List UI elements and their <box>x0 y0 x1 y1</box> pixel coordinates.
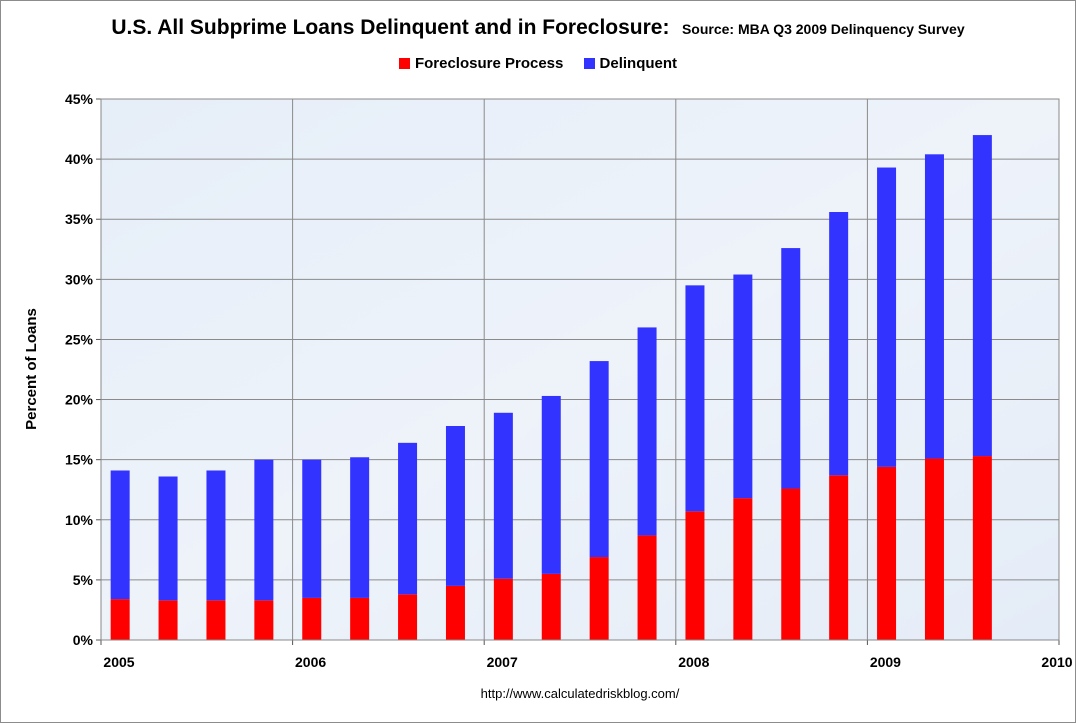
chart-subtitle: Source: MBA Q3 2009 Delinquency Survey <box>681 21 965 37</box>
bar-foreclosure <box>685 511 705 640</box>
bar-foreclosure <box>206 600 226 640</box>
legend-swatch-delinquent <box>583 57 595 69</box>
legend-item-delinquent: Delinquent <box>583 55 678 72</box>
bar-delinquent <box>781 248 801 489</box>
legend-item-foreclosure: Foreclosure Process <box>398 55 564 72</box>
bars <box>110 135 992 640</box>
bar-foreclosure <box>445 585 465 640</box>
y-tick-label: 45% <box>65 91 94 107</box>
bar-foreclosure <box>493 578 513 640</box>
bar-foreclosure <box>350 597 370 640</box>
bar-foreclosure <box>541 573 561 640</box>
legend-swatch-foreclosure <box>398 57 410 69</box>
y-tick-label: 20% <box>65 392 94 408</box>
x-tick-label: 2010 <box>1041 654 1072 670</box>
bar-foreclosure <box>589 557 609 640</box>
bar-delinquent <box>589 361 609 558</box>
bar-foreclosure <box>637 535 657 640</box>
y-tick-labels: 0% 5% 10% 15% 20% 25% 30% 35% 40% 45% <box>65 91 94 648</box>
y-tick-label: 40% <box>65 151 94 167</box>
bar-delinquent <box>829 212 849 476</box>
bar-foreclosure <box>158 600 178 640</box>
y-tick-label: 25% <box>65 331 94 347</box>
bar-foreclosure <box>972 456 992 640</box>
bar-delinquent <box>206 470 226 601</box>
y-tick-label: 15% <box>65 452 94 468</box>
bar-delinquent <box>733 274 753 499</box>
bar-delinquent <box>398 442 418 595</box>
y-tick-label: 0% <box>73 632 94 648</box>
bar-delinquent <box>541 395 561 574</box>
x-tick-label: 2007 <box>487 654 518 670</box>
bar-delinquent <box>972 135 992 457</box>
source-url: http://www.calculatedriskblog.com/ <box>480 686 680 701</box>
bar-foreclosure <box>398 594 418 640</box>
bar-foreclosure <box>110 599 130 640</box>
bar-delinquent <box>445 426 465 586</box>
bar-foreclosure <box>733 498 753 640</box>
bar-delinquent <box>254 459 274 601</box>
y-axis-label: Percent of Loans <box>23 308 40 430</box>
y-tick-label: 30% <box>65 271 94 287</box>
bar-delinquent <box>158 476 178 601</box>
chart-title-row: U.S. All Subprime Loans Delinquent and i… <box>0 16 1076 40</box>
x-tick-label: 2006 <box>295 654 326 670</box>
bar-foreclosure <box>924 458 944 640</box>
plot-border <box>100 98 1060 641</box>
bar-delinquent <box>877 167 897 467</box>
y-tick-label: 5% <box>73 572 94 588</box>
bar-foreclosure <box>829 475 849 640</box>
x-tick-label: 2005 <box>103 654 134 670</box>
bar-delinquent <box>302 459 322 598</box>
x-tick-labels: 2005 2006 2007 2008 2009 2010 <box>103 654 1072 670</box>
y-tick-label: 10% <box>65 512 94 528</box>
chart-legend: Foreclosure Process Delinquent <box>0 55 1076 72</box>
x-tick-label: 2008 <box>678 654 709 670</box>
bar-delinquent <box>493 412 513 579</box>
bar-foreclosure <box>254 600 274 640</box>
bar-delinquent <box>924 154 944 459</box>
bar-delinquent <box>110 470 130 600</box>
bar-delinquent <box>350 457 370 598</box>
plot-area <box>101 99 1059 640</box>
bar-delinquent <box>637 327 657 536</box>
y-tick-label: 35% <box>65 211 94 227</box>
chart-title: U.S. All Subprime Loans Delinquent and i… <box>111 16 670 39</box>
x-tick-label: 2009 <box>870 654 901 670</box>
legend-label-delinquent: Delinquent <box>599 55 678 72</box>
bar-foreclosure <box>877 466 897 640</box>
bar-delinquent <box>685 285 705 512</box>
bar-foreclosure <box>302 597 322 640</box>
legend-label-foreclosure: Foreclosure Process <box>414 55 564 72</box>
bar-foreclosure <box>781 488 801 640</box>
